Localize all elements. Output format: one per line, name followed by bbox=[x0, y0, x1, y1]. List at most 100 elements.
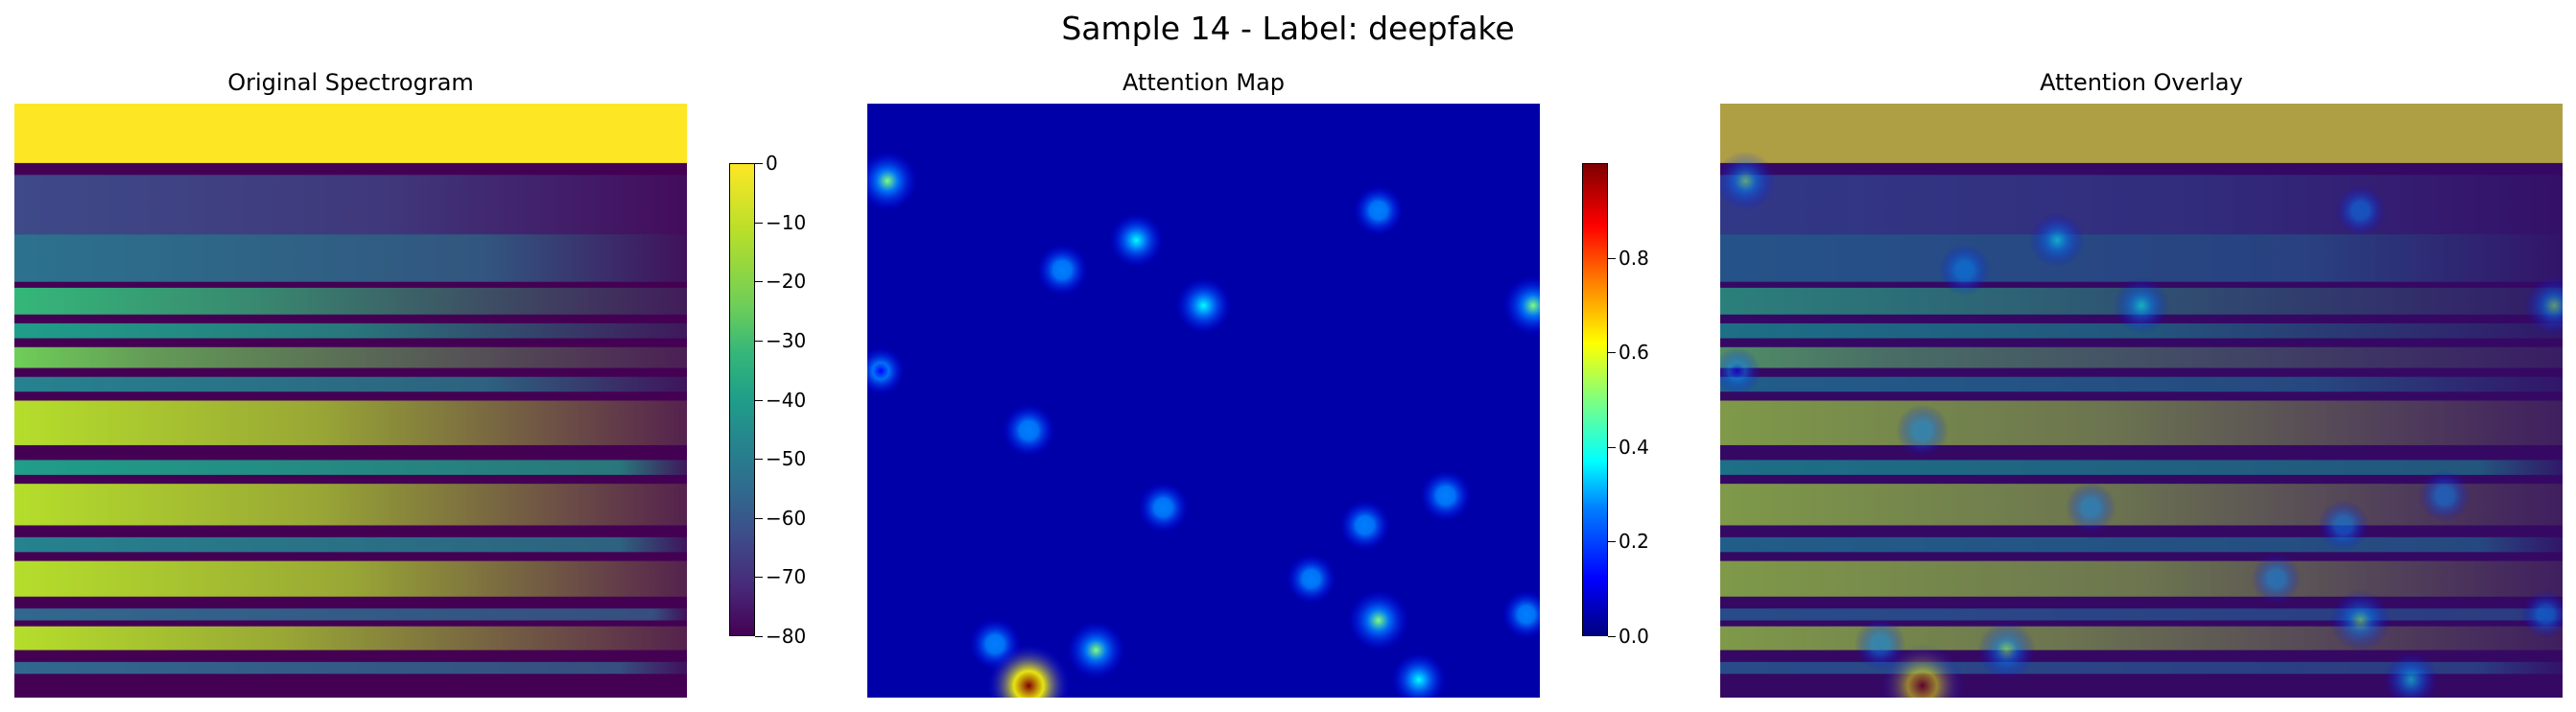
spectrogram-band bbox=[1720, 560, 2563, 597]
colorbar-tick bbox=[755, 223, 763, 224]
spectrogram-band bbox=[14, 560, 687, 597]
colorbar-tick-label: −40 bbox=[766, 389, 807, 412]
spectrogram-band bbox=[14, 323, 687, 339]
colorbar-tick-label: −60 bbox=[766, 507, 807, 530]
spectrogram-band bbox=[1720, 234, 2563, 282]
attention-hotspot bbox=[1879, 643, 1965, 698]
attention-hotspot bbox=[1938, 244, 1991, 297]
spectrogram-band bbox=[14, 661, 687, 675]
overlay-tint bbox=[1720, 104, 2563, 698]
colorbar-tick-label: 0.4 bbox=[1619, 436, 1649, 459]
spectrogram-layer bbox=[14, 104, 687, 698]
attention-hotspot bbox=[2521, 590, 2563, 639]
panel-title-overlay: Attention Overlay bbox=[2040, 69, 2243, 96]
attention-hotspot bbox=[2523, 275, 2563, 336]
spectrogram-band bbox=[14, 175, 687, 235]
attention-hotspot bbox=[1109, 213, 1164, 268]
colorbar-tick-label: −70 bbox=[766, 565, 807, 588]
spectrogram-band bbox=[14, 400, 687, 445]
attention-hotspot bbox=[1347, 589, 1409, 652]
attention-hotspot bbox=[1502, 275, 1540, 336]
attention-overlay-image bbox=[1720, 104, 2563, 698]
spectrogram-band bbox=[14, 484, 687, 526]
attention-hotspot bbox=[2113, 277, 2170, 334]
spectrogram-band bbox=[1720, 175, 2563, 235]
panel-title-attention: Attention Map bbox=[1122, 69, 1286, 96]
colorbar-tick-label: −10 bbox=[766, 211, 807, 234]
attention-hotspot bbox=[1286, 554, 1336, 605]
colorbar-tick bbox=[755, 341, 763, 342]
original-spectrogram-image bbox=[14, 104, 687, 698]
attention-hotspot bbox=[1391, 652, 1447, 698]
attention-hotspot bbox=[986, 643, 1072, 698]
figure-title: Sample 14 - Label: deepfake bbox=[1061, 10, 1515, 47]
spectrogram-band bbox=[14, 608, 687, 621]
colorbar-tick bbox=[755, 577, 763, 578]
attention-heatmap bbox=[867, 104, 1540, 698]
attention-colorbar bbox=[1582, 163, 1608, 636]
spectrogram-band bbox=[1720, 346, 2563, 368]
attention-hotspot bbox=[1138, 482, 1189, 534]
attention-hotspot bbox=[1353, 185, 1404, 236]
colorbar-tick-label: −80 bbox=[766, 625, 807, 648]
colorbar-tick bbox=[1608, 447, 1616, 448]
attention-hotspot bbox=[867, 151, 918, 211]
attention-hotspot bbox=[2065, 482, 2116, 534]
attention-hotspot bbox=[2419, 469, 2470, 522]
spectrogram-band bbox=[14, 287, 687, 315]
attention-hotspot bbox=[2383, 652, 2439, 698]
attention-hotspot bbox=[1720, 346, 1761, 395]
colorbar-tick-label: 0.6 bbox=[1619, 341, 1649, 364]
attention-hotspot bbox=[1896, 403, 1950, 457]
overlay-heatmap bbox=[1720, 104, 2563, 698]
spectrogram-band bbox=[1720, 460, 2563, 475]
spectrogram-band bbox=[1720, 376, 2563, 392]
spectrogram-band bbox=[14, 626, 687, 651]
colorbar-tick bbox=[755, 163, 763, 164]
attention-hotspot bbox=[1420, 469, 1472, 522]
attention-background bbox=[867, 104, 1540, 698]
attention-hotspot bbox=[1175, 277, 1232, 334]
spectrogram-colorbar bbox=[729, 163, 755, 636]
colorbar-tick bbox=[1608, 541, 1616, 542]
spectrogram-band bbox=[14, 376, 687, 392]
spectrogram-heatmap bbox=[14, 104, 687, 698]
spectrogram-top-band bbox=[14, 104, 687, 163]
colorbar-tick-label: 0.0 bbox=[1619, 625, 1649, 648]
colorbar-tick bbox=[755, 636, 763, 637]
attention-hotspot bbox=[1036, 244, 1089, 297]
spectrogram-band bbox=[14, 346, 687, 368]
colorbar-tick bbox=[1608, 352, 1616, 353]
spectrogram-band bbox=[14, 536, 687, 553]
spectrogram-band bbox=[14, 234, 687, 282]
attention-hotspot bbox=[1002, 403, 1055, 457]
colorbar-tick-label: −20 bbox=[766, 270, 807, 293]
attention-hotspot bbox=[867, 346, 905, 395]
colorbar-tick bbox=[1608, 258, 1616, 259]
attention-hotspot bbox=[1066, 621, 1125, 679]
attention-hotspot bbox=[2329, 589, 2392, 652]
colorbar-tick bbox=[755, 400, 763, 401]
attention-hotspot bbox=[2251, 554, 2302, 605]
panel-title-original: Original Spectrogram bbox=[227, 69, 474, 96]
attention-hotspot bbox=[2030, 213, 2085, 268]
attention-hotspot bbox=[2318, 500, 2370, 551]
spectrogram-top-band bbox=[1720, 104, 2563, 163]
attention-hotspot bbox=[1720, 151, 1776, 211]
attention-hotspot bbox=[1339, 500, 1391, 551]
colorbar-tick-label: −50 bbox=[766, 447, 807, 470]
colorbar-tick-label: −30 bbox=[766, 329, 807, 352]
colorbar-tick bbox=[1608, 636, 1616, 637]
attention-hotspot bbox=[1501, 590, 1540, 639]
attention-layer bbox=[1720, 151, 2563, 698]
attention-map-image bbox=[867, 104, 1540, 698]
attention-layer bbox=[867, 104, 1540, 698]
colorbar-tick bbox=[755, 459, 763, 460]
spectrogram-band bbox=[1720, 400, 2563, 445]
colorbar-tick-label: 0.2 bbox=[1619, 530, 1649, 553]
attention-hotspot bbox=[1977, 621, 2036, 679]
colorbar-tick-label: 0 bbox=[766, 152, 778, 175]
colorbar-tick bbox=[755, 518, 763, 519]
spectrogram-band bbox=[14, 460, 687, 475]
